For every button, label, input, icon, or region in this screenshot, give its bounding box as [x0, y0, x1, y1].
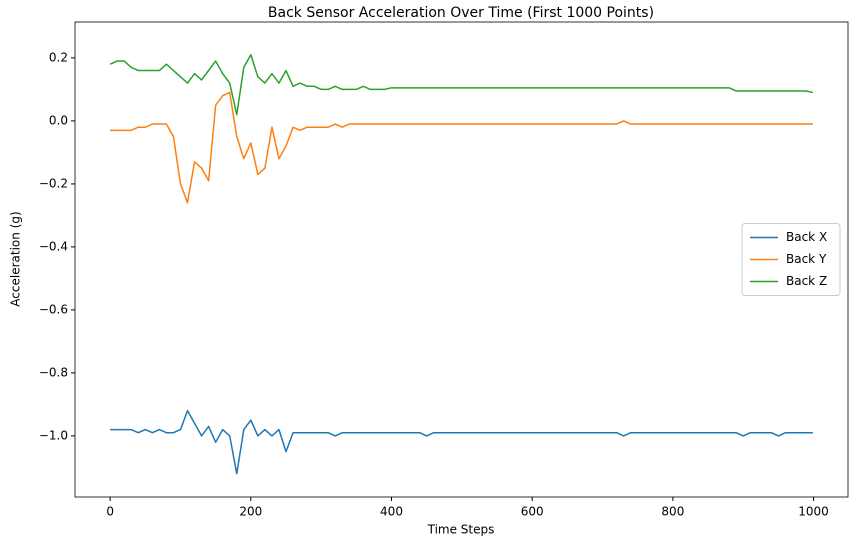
x-tick-label: 1000	[798, 505, 829, 519]
y-tick-label: −0.4	[39, 239, 68, 253]
legend-label: Back Z	[786, 274, 827, 288]
series-line	[110, 91, 813, 204]
legend-label: Back Y	[786, 252, 827, 266]
chart-title: Back Sensor Acceleration Over Time (Firs…	[268, 5, 654, 21]
series-line	[109, 54, 814, 116]
x-tick-label: 0	[106, 505, 114, 519]
plot-frame	[74, 21, 849, 498]
x-axis-label: Time Steps	[427, 523, 495, 537]
y-tick-label: 0.0	[49, 113, 68, 127]
y-tick-label: −1.0	[39, 428, 68, 442]
x-tick-label: 200	[239, 505, 262, 519]
x-tick-label: 800	[661, 505, 684, 519]
y-tick-label: −0.2	[39, 176, 68, 190]
y-tick-label: −0.6	[39, 302, 68, 316]
y-axis-label: Acceleration (g)	[9, 211, 23, 306]
legend-box	[741, 223, 841, 296]
y-tick-label: 0.2	[49, 50, 68, 64]
legend-label: Back X	[786, 230, 827, 244]
x-tick-label: 400	[380, 505, 403, 519]
series-line	[110, 409, 813, 475]
x-tick-label: 600	[521, 505, 544, 519]
y-tick-label: −0.8	[39, 365, 68, 379]
